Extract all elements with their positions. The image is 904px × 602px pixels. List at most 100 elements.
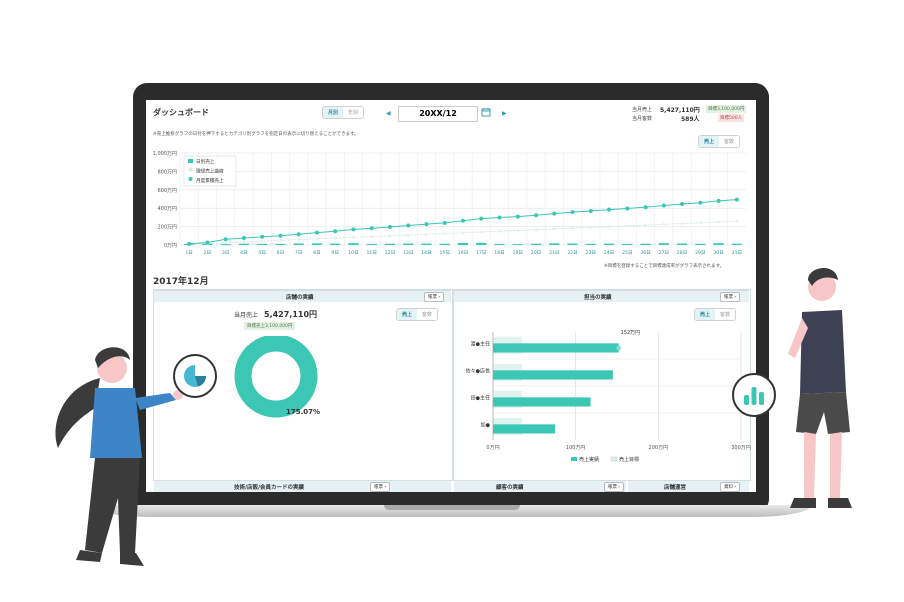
x-tick-label: 12日 [385,250,395,256]
x-tick-label: 0万円 [486,445,499,451]
staff-toggle: 売上 客数 [694,308,737,321]
daily-sales-bar [603,243,615,245]
laptop-notch [384,505,520,510]
x-tick-label: 30日 [713,250,723,256]
cumulative-point [570,210,575,215]
daily-sales-bar [220,244,231,245]
tab-yearly[interactable]: 年別 [343,107,364,118]
store-sales-label: 当月売上 [234,312,259,319]
operation-doc-button[interactable]: 資料 › [720,482,741,492]
staff-toggle-sales[interactable]: 売上 [695,309,716,320]
x-tick-label: 11日 [366,250,376,256]
store-panel-header: 店舗の実績 帳票 › [154,290,451,302]
x-tick-label: 4日 [240,250,248,256]
cumulative-point [406,223,411,228]
laptop-base [92,505,812,517]
next-arrow-icon[interactable]: ▶ [502,110,507,117]
actual-bar [493,343,619,353]
cumulative-point [314,230,319,235]
legend-label: 月度累積売上 [196,177,224,184]
store-panel-title: 店舗の実績 [286,295,314,301]
ideal-point [242,240,246,244]
ideal-point [571,226,574,230]
x-tick-label: 2日 [204,250,212,256]
trend-note: ※売上推移グラフの日付を押下するとカテゴリ別グラフを指定日の表示に切り替えること… [153,132,359,137]
x-tick-label: 7日 [295,250,303,256]
x-tick-label: 6日 [277,250,285,256]
daily-sales-bar [476,242,487,245]
daily-sales-bar [403,243,414,245]
daily-sales-bar [457,242,469,245]
calendar-icon[interactable] [480,107,492,119]
ideal-point [461,231,465,235]
ideal-point [607,225,611,228]
bar-chart-icon [732,373,776,417]
x-tick-label: 28日 [677,250,687,256]
daily-sales-bar [366,243,377,245]
woman-illustration [55,347,183,566]
ideal-point [388,234,392,238]
cumulative-point [607,207,612,212]
cumulative-point [241,236,246,241]
prev-arrow-icon[interactable]: ◀ [386,110,391,117]
x-tick-label: 1日 [185,250,193,256]
daily-sales-bar [275,243,286,245]
trend-toggle-sales[interactable]: 売上 [699,136,720,147]
cumulative-point [698,200,703,205]
ideal-point [224,241,228,245]
ideal-point [516,229,520,232]
legend-swatch-actual [571,457,577,461]
ideal-point [717,220,721,224]
cumulative-point [296,232,301,237]
cumulative-point [387,224,392,229]
x-tick-label: 13日 [403,250,413,256]
cumulative-point [680,201,685,206]
trend-footnote: ※目標を登録することで目標達成率がグラフ表示されます。 [604,264,725,269]
x-tick-label: 9日 [331,250,339,256]
daily-sales-bar [731,243,742,245]
operation-panel-header: 店舗運営 資料 › [628,480,749,492]
daily-sales-bar [439,243,450,245]
cumulative-point [625,206,630,211]
cumulative-point [333,229,338,234]
pie-chart-icon [173,354,217,398]
x-tick-label: 29日 [695,250,705,256]
store-toggle-sales[interactable]: 売上 [397,309,418,320]
x-tick-label: 100万円 [566,445,586,451]
date-display[interactable]: 20XX/12 [398,106,478,122]
cumulative-point [515,214,520,219]
x-tick-label: 16日 [458,250,468,256]
ideal-point [662,222,666,226]
ideal-point [479,230,483,234]
ideal-point [625,224,629,228]
x-tick-label: 25日 [622,250,632,256]
customer-report-button[interactable]: 帳票 › [604,482,625,492]
store-report-button[interactable]: 帳票 › [424,292,445,302]
kpi-sales-label: 当月売上 [632,107,653,113]
achievement-donut [234,336,318,418]
legend-label: 日別売上 [196,158,215,165]
skill-report-button[interactable]: 帳票 › [370,482,391,492]
y-tick-label: 400万円 [157,206,177,212]
store-toggle-customers[interactable]: 客数 [417,309,438,320]
page-title: ダッシュボード [153,108,209,117]
tab-monthly[interactable]: 月別 [323,107,344,118]
cumulative-point [278,233,283,238]
ideal-point [425,232,428,236]
cumulative-point [260,234,265,239]
staff-toggle-customers[interactable]: 客数 [715,309,736,320]
ideal-point [498,229,501,233]
kpi-sales-value: 5,427,110円 [660,107,700,114]
trend-toggle-customers[interactable]: 客数 [719,136,740,147]
x-tick-label: 200万円 [649,445,669,451]
man-illustration [788,267,852,508]
max-value-marker [616,345,622,351]
x-tick-label: 15日 [440,250,450,256]
store-sales-value: 5,427,110円 [264,310,318,319]
staff-report-button[interactable]: 帳票 › [720,292,741,302]
cumulative-point [716,198,721,203]
operation-panel-title: 店舗運営 [664,485,687,491]
x-tick-label: 19日 [513,250,523,256]
daily-sales-bar [494,243,505,245]
customer-panel-header: 顧客の実績 帳票 › [454,480,626,492]
